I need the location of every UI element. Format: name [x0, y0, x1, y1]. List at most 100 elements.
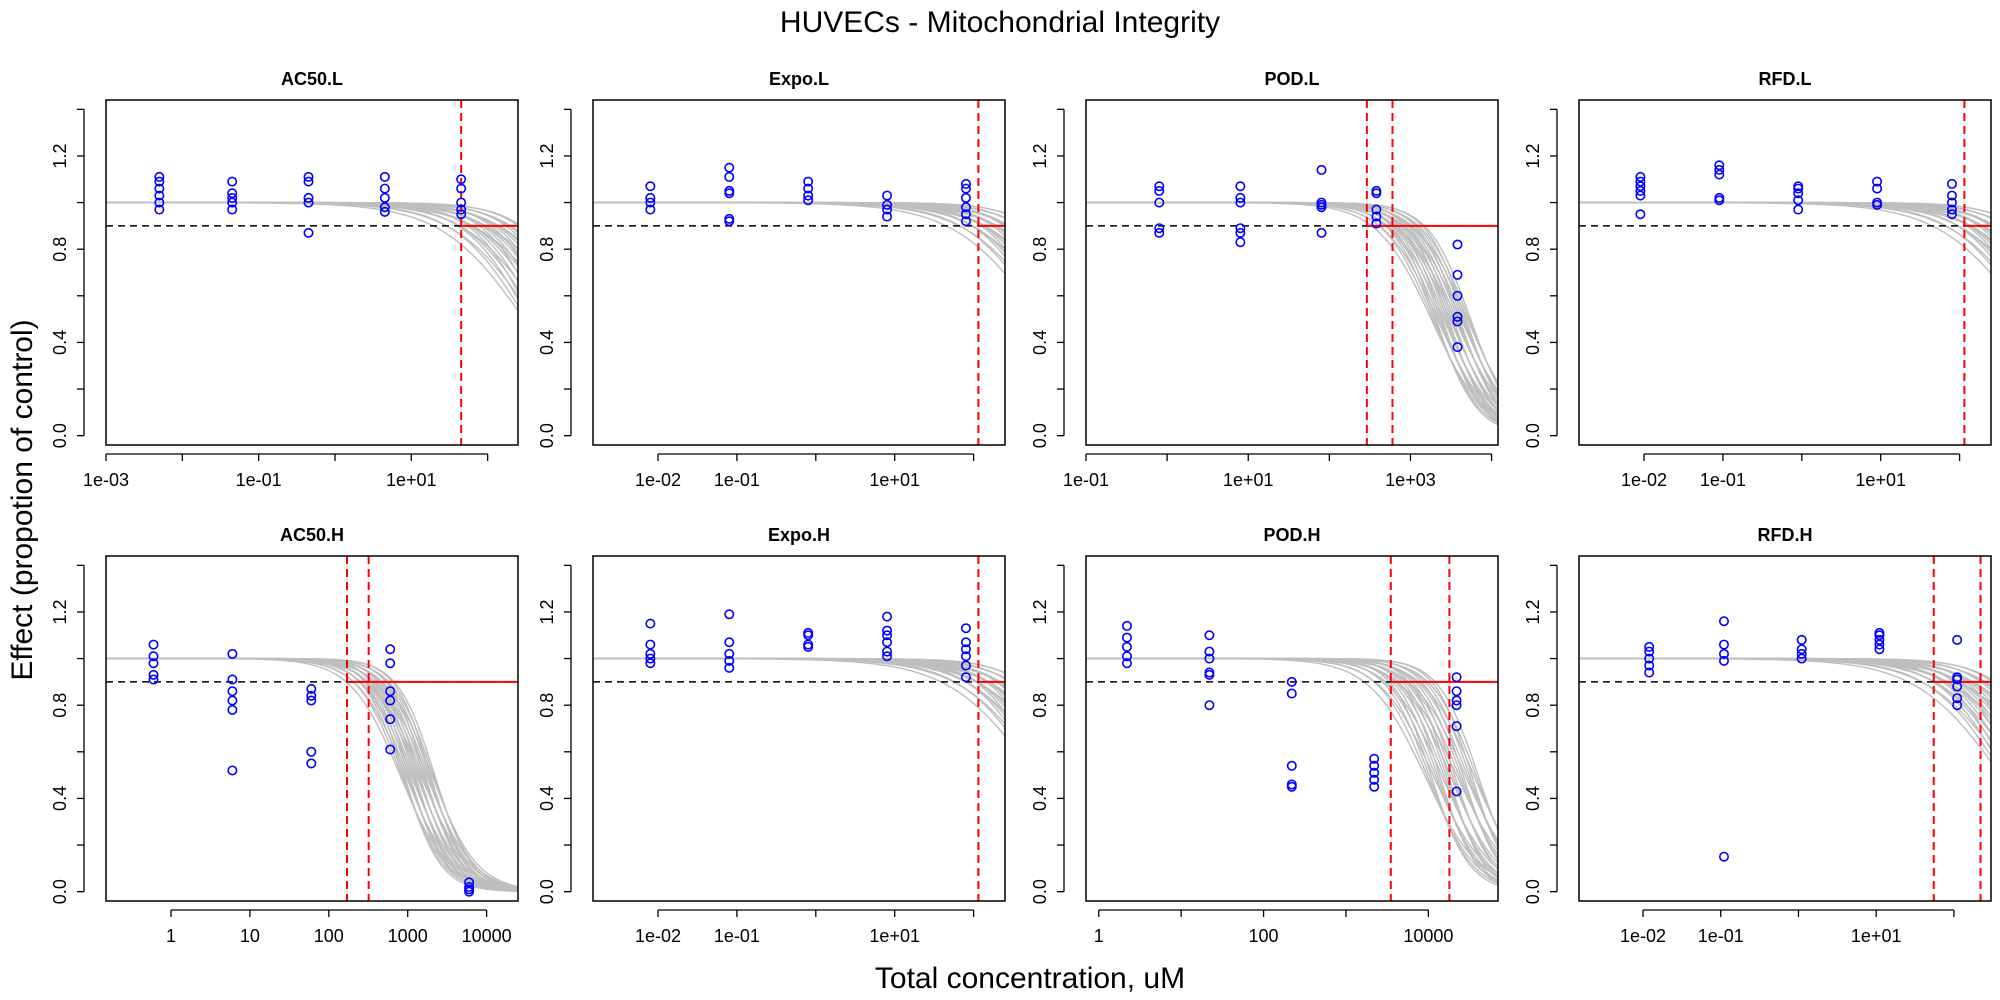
data-point [882, 204, 893, 215]
response-curve [1579, 657, 1991, 750]
data-point [1286, 760, 1297, 771]
x-tick-label: 1e-01 [1700, 470, 1746, 490]
data-point [456, 204, 467, 215]
y-axis: 0.0 0.4 0.8 1.2 [50, 564, 85, 904]
plot-frame [1578, 555, 1992, 902]
data-point [1635, 209, 1646, 220]
data-point [724, 637, 735, 648]
x-tick-label: 1e-01 [1063, 470, 1109, 490]
plot-area [593, 100, 1005, 445]
data-point [306, 758, 317, 769]
data-point [803, 195, 814, 206]
data-point [1451, 721, 1462, 732]
data-point [227, 704, 238, 715]
y-tick-label: 0.8 [1030, 237, 1050, 262]
data-points [1154, 164, 1463, 353]
y-tick-label: 1.2 [1030, 599, 1050, 624]
data-point [1793, 188, 1804, 199]
response-curve [1579, 201, 1991, 214]
plot-area [106, 100, 518, 445]
panel-rfd-l: RFD.L 0.0 0.4 0.8 1.2 1e-02 1e-01 1e+01 [1523, 69, 1992, 490]
data-point [1451, 700, 1462, 711]
x-tick-label: 1e-02 [635, 470, 681, 490]
x-tick-label: 1e-02 [635, 926, 681, 946]
response-curve [1086, 201, 1498, 387]
data-point [1635, 181, 1646, 192]
panel-pod-l: POD.L 0.0 0.4 0.8 1.2 1e-01 1e+01 1e+03 [1030, 69, 1499, 490]
data-point [1452, 342, 1463, 353]
response-curve [1086, 657, 1498, 848]
data-point [1371, 204, 1382, 215]
data-point [1369, 774, 1380, 785]
data-point [1952, 693, 1963, 704]
data-point [882, 611, 893, 622]
y-tick-label: 1.2 [50, 599, 70, 624]
x-tick-label: 1 [1094, 926, 1104, 946]
curve-band [106, 657, 518, 892]
y-tick-label: 0.4 [1030, 330, 1050, 355]
data-point [724, 213, 735, 224]
data-point [1796, 653, 1807, 664]
data-point [1874, 639, 1885, 650]
y-axis: 0.0 0.4 0.8 1.2 [1030, 108, 1065, 448]
panel-rfd-h: RFD.H 0.0 0.4 0.8 1.2 1e-02 1e-01 1e+01 [1523, 525, 1992, 946]
y-axis: 0.0 0.4 0.8 1.2 [1523, 564, 1558, 904]
curve-band [1086, 201, 1498, 426]
data-point [1952, 681, 1963, 692]
y-tick-label: 0.0 [1523, 879, 1543, 904]
data-point [645, 181, 656, 192]
data-point [1946, 178, 1957, 189]
data-point [882, 651, 893, 662]
response-curve [1579, 657, 1991, 748]
y-axis: 0.0 0.4 0.8 1.2 [537, 108, 572, 448]
data-point [148, 639, 159, 650]
y-tick-label: 1.2 [1030, 143, 1050, 168]
data-point [803, 190, 814, 201]
data-point [882, 625, 893, 636]
data-point [1316, 164, 1327, 175]
response-curve [1579, 657, 1991, 680]
data-point [1369, 781, 1380, 792]
data-point [1946, 209, 1957, 220]
panel-title: RFD.H [1758, 525, 1813, 545]
data-point [724, 609, 735, 620]
panels: AC50.L 0.0 0.4 0.8 1.2 1e-03 1e-01 1e+01 Expo.L 0… [50, 69, 1992, 946]
data-point [1154, 181, 1165, 192]
data-point [379, 171, 390, 182]
y-tick-label: 0.0 [50, 879, 70, 904]
data-point [1644, 641, 1655, 652]
data-point [1452, 311, 1463, 322]
x-tick-label: 1e+01 [1855, 470, 1906, 490]
data-point [154, 183, 165, 194]
data-point [1235, 227, 1246, 238]
curve-band [1579, 201, 1991, 275]
data-point [1121, 632, 1132, 643]
response-curve [1086, 657, 1498, 870]
y-tick-label: 0.8 [50, 237, 70, 262]
data-point [1451, 686, 1462, 697]
data-point [1644, 660, 1655, 671]
response-curve [106, 201, 518, 293]
panel-title: RFD.L [1759, 69, 1812, 89]
data-point [154, 197, 165, 208]
data-point [803, 176, 814, 187]
data-point [1452, 239, 1463, 250]
data-point [1235, 181, 1246, 192]
data-point [227, 648, 238, 659]
response-curve [1086, 201, 1498, 407]
data-point [1718, 851, 1729, 862]
x-tick-label: 1000 [388, 926, 428, 946]
data-point [148, 674, 159, 685]
panel-title: AC50.L [281, 69, 343, 89]
data-points [154, 171, 467, 238]
response-curve [1086, 201, 1498, 383]
data-point [1371, 218, 1382, 229]
x-tick-label: 100 [1249, 926, 1279, 946]
response-curve [106, 657, 518, 890]
x-tick-label: 1e+01 [1223, 470, 1274, 490]
data-point [1635, 176, 1646, 187]
panel-title: Expo.L [769, 69, 829, 89]
data-point [645, 653, 656, 664]
data-point [303, 192, 314, 203]
data-point [645, 192, 656, 203]
